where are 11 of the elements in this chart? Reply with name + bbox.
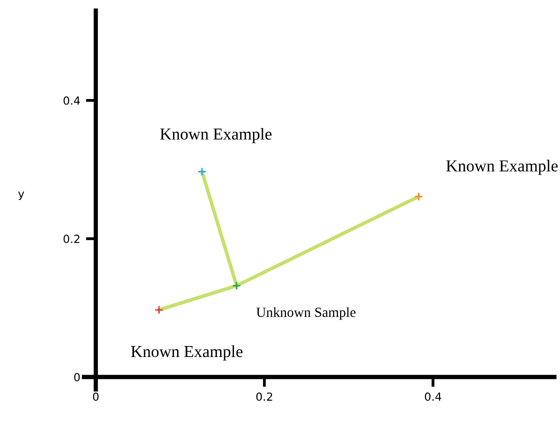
x-tick-label: 0.2 bbox=[256, 392, 272, 401]
x-tick-label: 0.4 bbox=[424, 392, 442, 401]
annotation: Known Example bbox=[160, 128, 272, 144]
y-axis-title: y bbox=[18, 192, 24, 200]
annotation: Unknown Sample bbox=[256, 307, 356, 320]
annotation: Known Example bbox=[131, 345, 242, 361]
y-tick-label: 0.4 bbox=[64, 96, 80, 105]
y-tick-label: 0 bbox=[74, 372, 80, 382]
x-tick-label: 0 bbox=[93, 392, 99, 401]
annotation: Known Example bbox=[446, 160, 558, 175]
y-tick-label: 0.2 bbox=[64, 234, 80, 244]
